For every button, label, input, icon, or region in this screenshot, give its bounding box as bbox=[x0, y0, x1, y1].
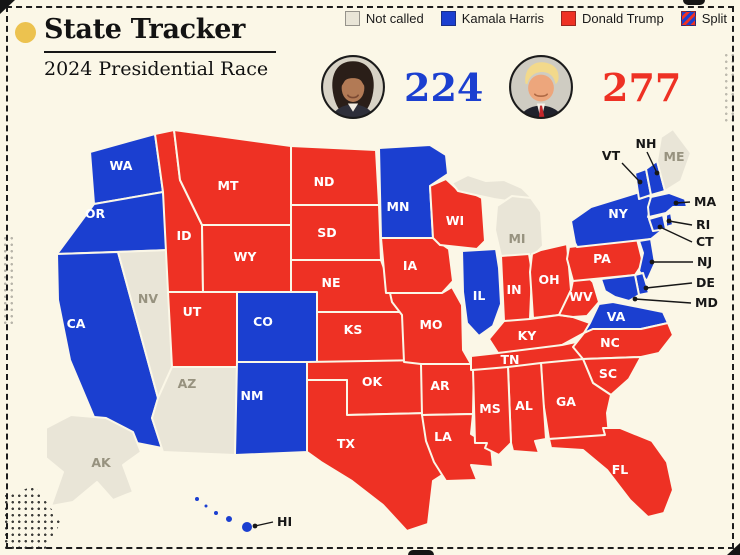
state-SD[interactable] bbox=[290, 204, 382, 261]
state-MS[interactable] bbox=[472, 366, 512, 456]
leader-line-DE bbox=[645, 282, 693, 289]
state-HI-island-5[interactable] bbox=[240, 520, 254, 534]
legend-item-trump: Donald Trump bbox=[561, 11, 664, 26]
legend-label-trump: Donald Trump bbox=[582, 11, 664, 26]
ext-label-HI: HI bbox=[277, 514, 292, 529]
state-MD[interactable] bbox=[600, 274, 640, 302]
state-HI-island-2[interactable] bbox=[202, 502, 210, 510]
leader-line-MD bbox=[634, 298, 692, 304]
legend-item-not-called: Not called bbox=[344, 11, 424, 26]
legend-swatch-not-called bbox=[344, 11, 360, 26]
state-HI-island-3[interactable] bbox=[212, 509, 220, 517]
ext-label-MA: MA bbox=[694, 194, 716, 209]
state-NM[interactable] bbox=[234, 361, 308, 456]
legend-swatch-split bbox=[680, 11, 696, 26]
leader-lines bbox=[252, 151, 693, 529]
leader-dot-NJ bbox=[649, 259, 655, 265]
trump-vote-count: 277 bbox=[602, 65, 682, 110]
state-TX[interactable] bbox=[306, 379, 458, 532]
header: State Tracker 2024 Presidential Race bbox=[44, 15, 276, 80]
legend-label-harris: Kamala Harris bbox=[461, 11, 545, 26]
state-IN[interactable] bbox=[500, 253, 533, 326]
legend-item-split: Split bbox=[680, 11, 727, 26]
state-HI-island-1[interactable] bbox=[193, 495, 201, 503]
legend-swatch-trump bbox=[561, 11, 577, 26]
harris-vote-count: 224 bbox=[404, 65, 484, 110]
ext-label-NH: NH bbox=[636, 136, 657, 151]
trump-photo bbox=[508, 54, 574, 120]
state-AL[interactable] bbox=[507, 362, 547, 454]
legend-swatch-harris bbox=[440, 11, 456, 26]
leader-dot-DE bbox=[643, 285, 649, 291]
leader-line-RI bbox=[668, 220, 693, 226]
state-ND[interactable] bbox=[290, 145, 380, 206]
state-WV[interactable] bbox=[558, 269, 600, 318]
leader-dot-NH bbox=[654, 170, 660, 176]
states bbox=[45, 128, 692, 534]
ext-label-NJ: NJ bbox=[697, 254, 712, 269]
state-IL[interactable] bbox=[461, 248, 502, 337]
legend: Not called Kamala Harris Donald Trump Sp… bbox=[344, 11, 727, 26]
leader-line-HI bbox=[254, 521, 274, 527]
ext-label-CT: CT bbox=[696, 234, 714, 249]
ext-label-MD: MD bbox=[695, 295, 718, 310]
state-MI[interactable] bbox=[494, 195, 544, 257]
leader-line-VT bbox=[621, 162, 641, 183]
ext-label-VT: VT bbox=[602, 148, 621, 163]
leader-dot-MD bbox=[632, 296, 638, 302]
leader-dot-CT bbox=[657, 224, 663, 230]
state-UT[interactable] bbox=[167, 291, 238, 368]
leader-dot-VT bbox=[637, 179, 643, 185]
leader-dot-RI bbox=[666, 218, 672, 224]
page-title: State Tracker bbox=[44, 15, 276, 53]
state-LA[interactable] bbox=[421, 413, 494, 482]
page-subtitle: 2024 Presidential Race bbox=[44, 57, 269, 80]
bullet-dot bbox=[15, 22, 36, 43]
state-NJ[interactable] bbox=[638, 238, 656, 282]
leader-line-NH bbox=[646, 151, 658, 174]
state-CO[interactable] bbox=[236, 291, 318, 363]
legend-label-not-called: Not called bbox=[365, 11, 424, 26]
state-MA[interactable] bbox=[647, 192, 688, 218]
state-OR[interactable] bbox=[56, 191, 171, 255]
ext-label-DE: DE bbox=[696, 275, 715, 290]
state-ME[interactable] bbox=[656, 128, 692, 192]
state-WY[interactable] bbox=[201, 224, 292, 293]
external-labels: VT NH MA RI CT NJ DE MD HI bbox=[277, 136, 718, 529]
state-KS[interactable] bbox=[316, 311, 408, 363]
state-FL[interactable] bbox=[548, 427, 674, 518]
state-IA[interactable] bbox=[380, 237, 454, 294]
harris-photo bbox=[320, 54, 386, 120]
state-HI-island-4[interactable] bbox=[224, 514, 234, 524]
state-AK[interactable] bbox=[45, 414, 142, 507]
leader-dot-MA bbox=[673, 200, 679, 206]
leader-dot-HI bbox=[252, 523, 258, 529]
state-NC[interactable] bbox=[572, 322, 674, 360]
state-AR[interactable] bbox=[420, 360, 475, 416]
leader-line-CT bbox=[659, 226, 693, 243]
ext-label-RI: RI bbox=[696, 217, 710, 232]
legend-item-harris: Kamala Harris bbox=[440, 11, 545, 26]
legend-label-split: Split bbox=[701, 11, 727, 26]
